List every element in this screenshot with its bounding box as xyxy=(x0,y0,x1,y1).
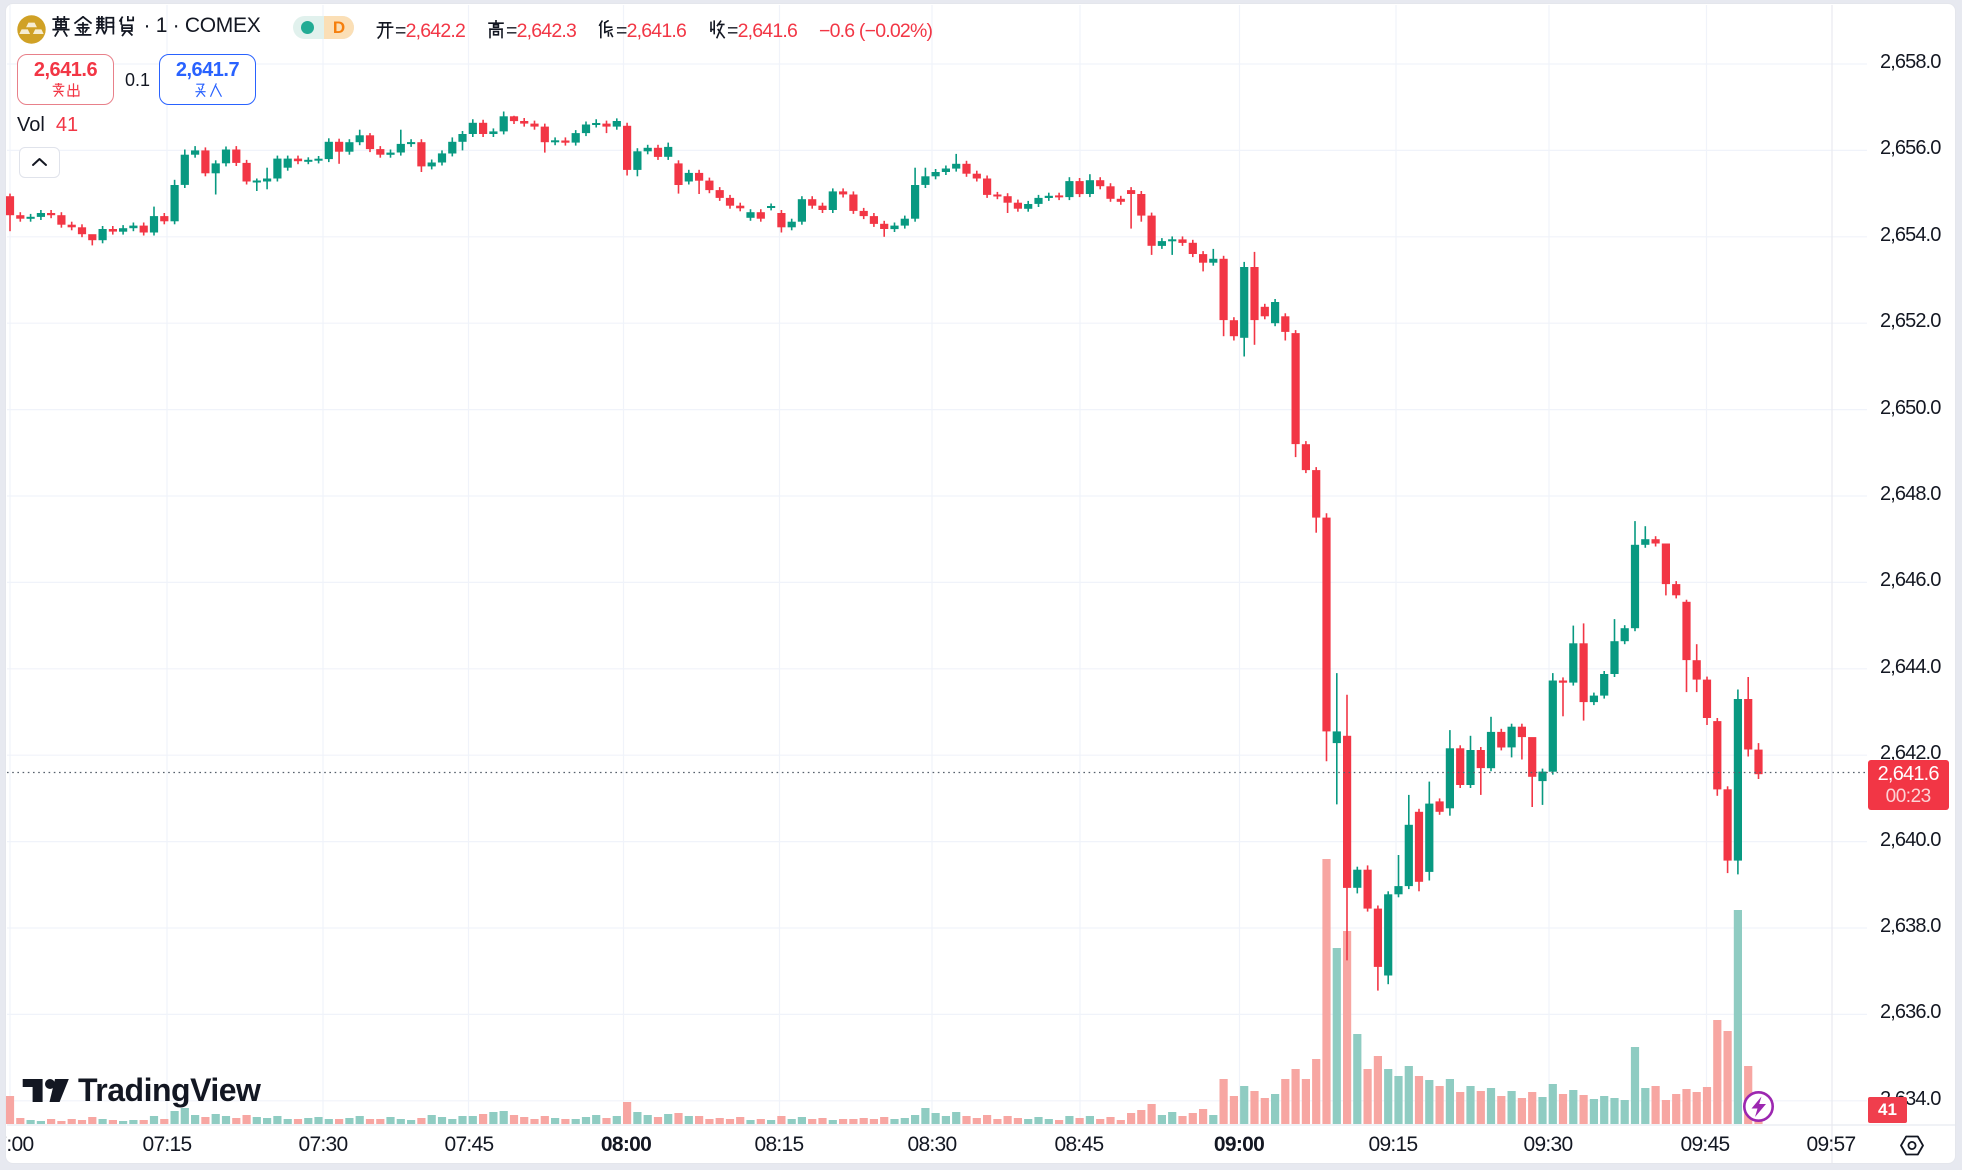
svg-text:TradingView: TradingView xyxy=(78,1076,261,1108)
